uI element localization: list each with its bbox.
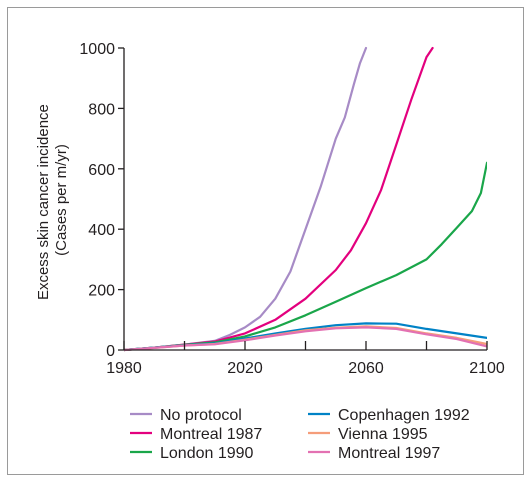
y-axis-label: Excess skin cancer incidence (Cases per … <box>35 100 70 300</box>
x-tick-label-1: 2020 <box>227 360 263 377</box>
y-tick-label-2: 400 <box>88 222 115 239</box>
series-line-1 <box>124 46 434 352</box>
y-tick-label-0: 0 <box>106 343 115 360</box>
chart-frame <box>7 7 524 475</box>
x-tick-label-3: 2100 <box>469 360 505 377</box>
y-tick-label-5: 1000 <box>79 41 115 58</box>
legend-label-4: Vienna 1995 <box>338 426 428 443</box>
y-axis-label-line-2: (Cases per m/yr) <box>53 144 70 256</box>
legend-label-5: Montreal 1997 <box>338 445 440 462</box>
y-axis-label-line-1: Excess skin cancer incidence <box>35 104 52 300</box>
x-tick-label-0: 1980 <box>106 360 142 377</box>
series-layer <box>124 46 487 352</box>
x-tick-label-2: 2060 <box>348 360 384 377</box>
legend-item-3: Copenhagen 1992 <box>308 407 470 424</box>
legend-item-4: Vienna 1995 <box>308 426 428 443</box>
legend-label-3: Copenhagen 1992 <box>338 407 470 424</box>
legend: No protocol Montreal 1987 London 1990 Copen… <box>130 407 470 462</box>
legend-item-0: No protocol <box>130 407 242 424</box>
legend-label-1: Montreal 1987 <box>160 426 262 443</box>
legend-item-2: London 1990 <box>130 445 254 462</box>
y-tick-label-3: 600 <box>88 162 115 179</box>
series-line-2 <box>124 161 487 352</box>
legend-item-5: Montreal 1997 <box>308 445 440 462</box>
legend-label-0: No protocol <box>160 407 242 424</box>
legend-label-2: London 1990 <box>160 445 254 462</box>
legend-item-1: Montreal 1987 <box>130 426 262 443</box>
axes-layer: 0 200 400 600 800 1000 1980 2020 2060 2100 <box>79 41 504 377</box>
y-tick-label-1: 200 <box>88 283 115 300</box>
y-tick-label-4: 800 <box>88 101 115 118</box>
